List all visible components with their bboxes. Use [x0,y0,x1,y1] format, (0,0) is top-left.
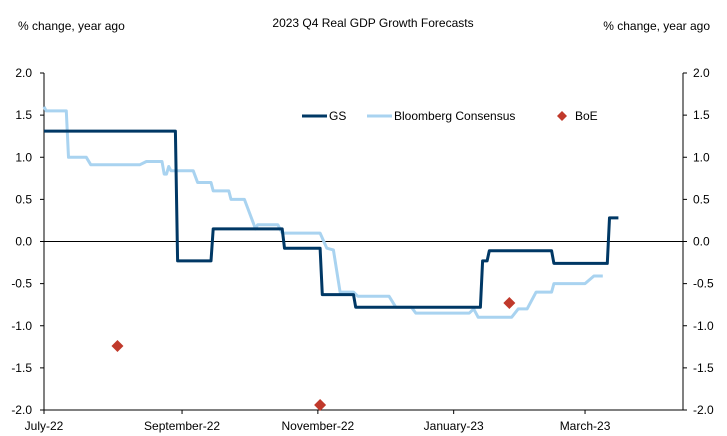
axes: 2.0 2.0 1.5 1.5 1.0 1.0 0.5 0.5 0.0 0.0 -0.5 -0.5 -1… [11,66,714,433]
legend-label-gs: GS [329,109,346,123]
y-tick-label-left: 2.0 [15,66,32,80]
left-axis-label: % change, year ago [18,19,125,33]
y-tick-label-left: -1.5 [11,361,32,375]
y-tick-label-right: -1.0 [693,319,714,333]
y-tick-label-right: 0.0 [693,235,710,249]
y-tick-label-left: -1.0 [11,319,32,333]
y-tick-label-left: 0.5 [15,192,32,206]
y-tick-label-left: 1.5 [15,108,32,122]
boe-point [503,297,516,310]
x-tick-label: March-23 [560,419,611,433]
series-line-gs [44,129,619,309]
x-tick-label: July-22 [25,419,64,433]
x-tick-label: January-23 [424,419,484,433]
x-tick-label: November-22 [282,419,355,433]
y-tick-label-left: -0.5 [11,277,32,291]
y-tick-label-right: -2.0 [693,403,714,417]
y-tick-label-left: -2.0 [11,403,32,417]
y-tick-label-right: -0.5 [693,277,714,291]
series-line-bloomberg-consensus [42,106,603,319]
y-tick-label-right: 0.5 [693,192,710,206]
chart-title: 2023 Q4 Real GDP Growth Forecasts [272,16,473,30]
y-tick-label-right: -1.5 [693,361,714,375]
legend-swatch-boe-diamond [557,111,567,121]
legend-label-boe: BoE [575,109,598,123]
x-tick-label: September-22 [144,419,220,433]
legend-label-bloomberg: Bloomberg Consensus [394,109,515,123]
scatter-layer [111,297,516,411]
right-axis-label: % change, year ago [603,19,710,33]
y-tick-label-right: 1.0 [693,150,710,164]
legend: GS Bloomberg Consensus BoE [302,109,598,123]
y-tick-label-right: 2.0 [693,66,710,80]
boe-point [111,339,124,352]
y-tick-label-right: 1.5 [693,108,710,122]
boe-point [314,398,327,411]
y-tick-label-left: 1.0 [15,150,32,164]
series-layer [42,106,619,319]
y-tick-label-left: 0.0 [15,235,32,249]
